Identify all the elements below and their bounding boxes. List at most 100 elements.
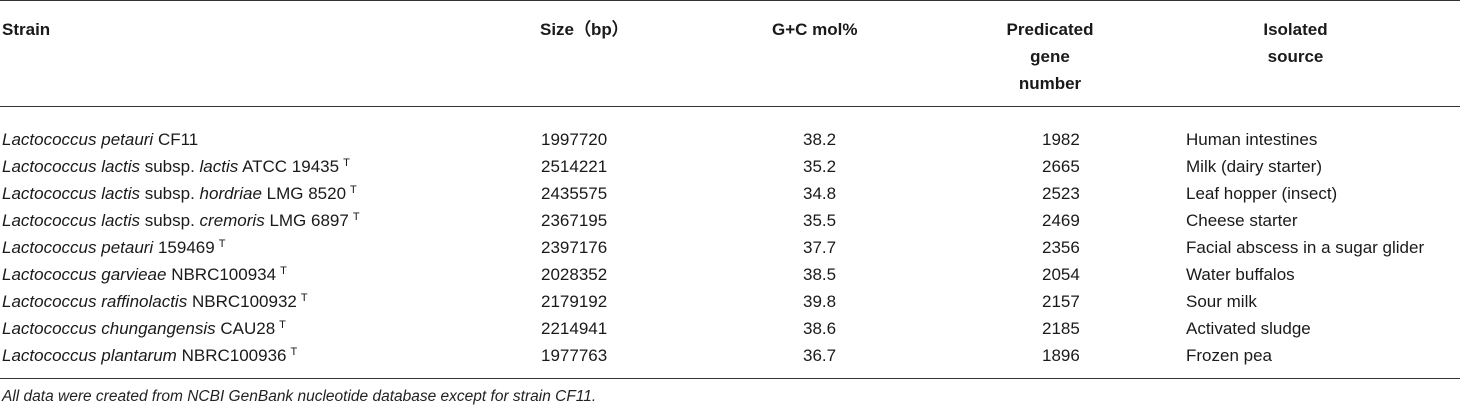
strain-genus: Lactococcus [2, 319, 97, 338]
header-source-line1: Isolated [1263, 20, 1328, 39]
cell-gene-number: 1982 [1042, 130, 1080, 149]
strain-species: chungangensis [101, 319, 216, 338]
table-row: Lactococcus petauri 159469 T 2397176 37.7… [0, 234, 1460, 261]
strain-species: raffinolactis [101, 292, 188, 311]
cell-gc: 38.5 [803, 265, 837, 284]
genome-features-table: Strain Size（bp） G+C mol% Predicated gene… [0, 0, 1460, 379]
cell-isolated-source: Leaf hopper (insect) [1186, 184, 1338, 203]
table-row: Lactococcus garvieae NBRC100934 T 2028352… [0, 261, 1460, 288]
cell-gc: 37.7 [803, 238, 837, 257]
type-strain-mark: T [352, 211, 360, 223]
strain-id: NBRC100934 [171, 265, 277, 284]
table-row: Lactococcus petauri CF11 1997720 38.2 19… [0, 107, 1460, 154]
strain-genus: Lactococcus [2, 130, 97, 149]
strain-genus: Lactococcus [2, 157, 97, 176]
cell-isolated-source: Facial abscess in a sugar glider [1186, 238, 1425, 257]
table-row: Lactococcus lactis subsp. lactis ATCC 19… [0, 153, 1460, 180]
strain-species: petauri [101, 130, 154, 149]
cell-strain: Lactococcus lactis subsp. cremoris LMG 6… [0, 207, 466, 234]
cell-gene-number: 1896 [1042, 346, 1080, 365]
strain-id: ATCC 19435 [242, 157, 340, 176]
cell-size: 1977763 [541, 346, 608, 365]
cell-isolated-source: Milk (dairy starter) [1186, 157, 1323, 176]
cell-gc: 35.5 [803, 211, 837, 230]
strain-id: LMG 8520 [266, 184, 347, 203]
cell-size: 2214941 [541, 319, 608, 338]
type-strain-mark: T [279, 319, 286, 331]
table-row: Lactococcus lactis subsp. hordriae LMG 8… [0, 180, 1460, 207]
cell-strain: Lactococcus raffinolactis NBRC100932 T [0, 288, 466, 315]
strain-genus: Lactococcus [2, 346, 97, 365]
header-isolated-source: Isolated source [1171, 1, 1460, 107]
strain-id: LMG 6897 [269, 211, 349, 230]
strain-genus: Lactococcus [2, 211, 97, 230]
cell-gc: 38.6 [803, 319, 837, 338]
cell-size: 1997720 [541, 130, 608, 149]
type-strain-mark: T [350, 184, 357, 196]
header-gene-number: Predicated gene number [939, 1, 1171, 107]
strain-species: plantarum [101, 346, 177, 365]
cell-size: 2435575 [541, 184, 608, 203]
strain-species: garvieae [101, 265, 167, 284]
table-body: Lactococcus petauri CF11 1997720 38.2 19… [0, 107, 1460, 379]
cell-strain: Lactococcus plantarum NBRC100936 T [0, 342, 466, 379]
cell-gc: 35.2 [803, 157, 837, 176]
table-row: Lactococcus lactis subsp. cremoris LMG 6… [0, 207, 1460, 234]
cell-size: 2514221 [541, 157, 608, 176]
strain-species: lactis [101, 211, 140, 230]
header-size: Size（bp） [540, 20, 629, 39]
strain-id: 159469 [157, 238, 215, 257]
header-gc: G+C mol% [772, 20, 858, 39]
strain-species: lactis [101, 184, 140, 203]
strain-species: lactis [101, 157, 140, 176]
strain-subsp-prefix: subsp. [144, 211, 195, 230]
cell-strain: Lactococcus lactis subsp. hordriae LMG 8… [0, 180, 466, 207]
table-header: Strain Size（bp） G+C mol% Predicated gene… [0, 0, 1460, 107]
cell-gc: 36.7 [803, 346, 837, 365]
table-footnote: All data were created from NCBI GenBank … [2, 388, 597, 405]
strain-genus: Lactococcus [2, 265, 97, 284]
type-strain-mark: T [280, 265, 287, 277]
header-strain: Strain [2, 20, 51, 39]
cell-isolated-source: Water buffalos [1186, 265, 1295, 284]
strain-subsp: lactis [199, 157, 239, 176]
table-row: Lactococcus plantarum NBRC100936 T 197776… [0, 342, 1460, 379]
strain-genus: Lactococcus [2, 238, 97, 257]
cell-gene-number: 2356 [1042, 238, 1080, 257]
cell-gene-number: 2523 [1042, 184, 1080, 203]
cell-isolated-source: Human intestines [1186, 130, 1318, 149]
strain-species: petauri [101, 238, 154, 257]
type-strain-mark: T [290, 346, 298, 358]
cell-isolated-source: Sour milk [1186, 292, 1257, 311]
strain-id: NBRC100936 [181, 346, 287, 365]
cell-gene-number: 2469 [1042, 211, 1080, 230]
cell-strain: Lactococcus garvieae NBRC100934 T [0, 261, 466, 288]
cell-strain: Lactococcus lactis subsp. lactis ATCC 19… [0, 153, 466, 180]
strain-genus: Lactococcus [2, 292, 97, 311]
strain-id: CF11 [157, 130, 199, 149]
type-strain-mark: T [300, 292, 308, 304]
cell-strain: Lactococcus petauri CF11 [0, 107, 466, 154]
type-strain-mark: T [343, 157, 350, 169]
cell-gc: 34.8 [803, 184, 837, 203]
cell-isolated-source: Frozen pea [1186, 346, 1272, 365]
cell-size: 2367195 [541, 211, 608, 230]
header-gene-line1: Predicated [1006, 20, 1094, 39]
cell-strain: Lactococcus chungangensis CAU28 T [0, 315, 466, 342]
cell-strain: Lactococcus petauri 159469 T [0, 234, 466, 261]
cell-size: 2028352 [541, 265, 608, 284]
cell-size: 2179192 [541, 292, 608, 311]
strain-subsp-prefix: subsp. [144, 184, 195, 203]
header-gene-line2: gene [1030, 47, 1070, 66]
strain-genus: Lactococcus [2, 184, 97, 203]
type-strain-mark: T [218, 238, 226, 250]
cell-gc: 39.8 [803, 292, 837, 311]
cell-gene-number: 2185 [1042, 319, 1080, 338]
strain-subsp: hordriae [199, 184, 262, 203]
strain-subsp: cremoris [199, 211, 265, 230]
cell-isolated-source: Activated sludge [1186, 319, 1311, 338]
header-source-line2: source [1267, 47, 1324, 66]
cell-gc: 38.2 [803, 130, 837, 149]
strain-subsp-prefix: subsp. [144, 157, 195, 176]
